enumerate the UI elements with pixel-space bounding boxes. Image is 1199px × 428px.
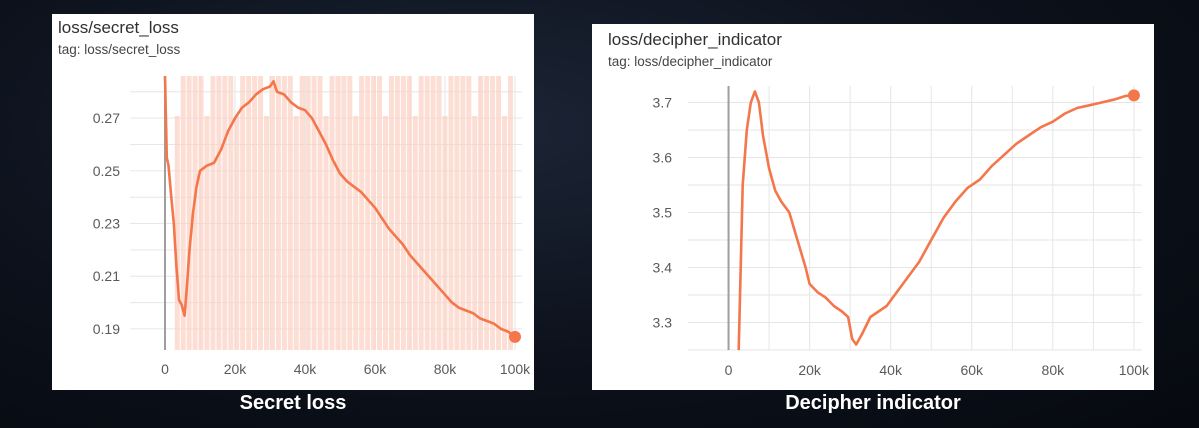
secret-loss-caption: Secret loss xyxy=(239,392,347,414)
y-tick-label: 3.7 xyxy=(653,95,673,111)
decipher-indicator-caption: Decipher indicator xyxy=(785,392,961,414)
x-tick-label: 40k xyxy=(879,362,903,378)
x-tick-label: 40k xyxy=(294,361,318,377)
series-end-point xyxy=(1127,89,1140,102)
secret-loss-chart-panel: loss/secret_loss tag: loss/secret_loss 0… xyxy=(52,14,534,390)
x-tick-label: 60k xyxy=(364,361,388,377)
x-tick-label: 20k xyxy=(224,361,248,377)
series-end-point xyxy=(509,330,521,343)
x-tick-label: 60k xyxy=(960,362,984,378)
decipher-indicator-plot: 3.3 3.4 3.5 3.6 3.7 0 20k 40k 60k 80k 100k xyxy=(653,86,1150,378)
y-tick-label: 0.21 xyxy=(93,268,120,284)
chart-tag: tag: loss/decipher_indicator xyxy=(608,54,773,69)
y-tick-label: 3.6 xyxy=(653,150,673,166)
y-tick-label: 0.27 xyxy=(93,110,120,126)
chart-title: loss/secret_loss xyxy=(58,18,179,37)
secret-loss-plot: 0.19 0.21 0.23 0.25 0.27 0 20k 40k 60k 80k 100k xyxy=(93,75,531,377)
decipher-indicator-chart-panel: loss/decipher_indicator tag: loss/deciph… xyxy=(592,24,1154,390)
x-tick-label: 100k xyxy=(1119,362,1150,378)
x-tick-label: 80k xyxy=(1042,362,1066,378)
x-tick-label: 20k xyxy=(798,362,822,378)
y-tick-label: 0.25 xyxy=(93,163,120,179)
y-tick-label: 3.3 xyxy=(653,315,673,331)
x-tick-label: 100k xyxy=(500,361,531,377)
x-tick-label: 80k xyxy=(434,361,458,377)
y-tick-label: 3.5 xyxy=(653,205,673,221)
y-tick-label: 0.23 xyxy=(93,216,120,232)
series-line xyxy=(163,75,516,338)
x-tick-label: 0 xyxy=(161,361,169,377)
chart-tag: tag: loss/secret_loss xyxy=(58,42,181,57)
x-tick-label: 0 xyxy=(725,362,733,378)
chart-title: loss/decipher_indicator xyxy=(608,30,782,49)
series-line xyxy=(737,90,1134,351)
y-tick-label: 3.4 xyxy=(653,260,673,276)
y-tick-label: 0.19 xyxy=(93,321,120,337)
